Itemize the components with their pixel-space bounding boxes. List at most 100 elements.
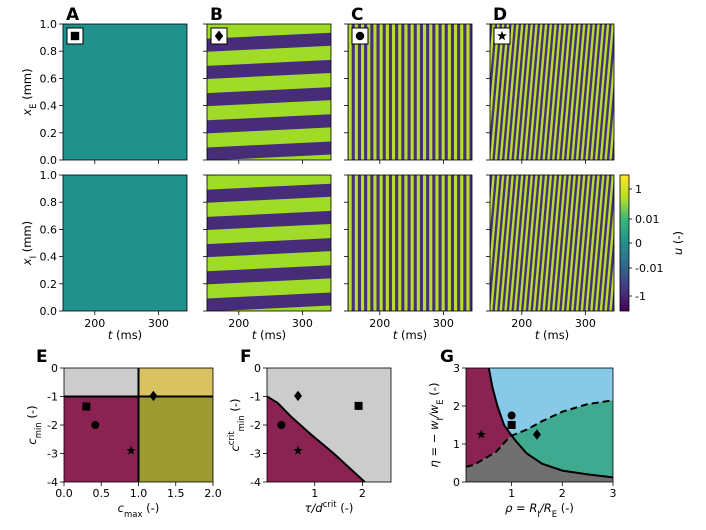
colorbar-label: u (-) [671, 231, 685, 255]
heatmap-stripe [348, 175, 352, 311]
heatmap-D-inhibitory: 200 300 [486, 174, 615, 330]
y-axis-label: cmin (-) [25, 405, 44, 444]
panel-letter-E: E [36, 347, 48, 367]
x-tick-label: 2.0 [204, 487, 222, 500]
y-tick-label: 2 [453, 400, 460, 413]
heatmap-band [207, 175, 331, 190]
panel-letter-G: G [440, 347, 454, 367]
x-tick-label: 300 [433, 317, 454, 330]
heatmap-stripe [490, 175, 491, 176]
y-tick-label: -4 [47, 476, 58, 489]
y-tick-label: 1 [453, 438, 460, 451]
heatmap-stripe [385, 24, 389, 160]
heatmap-frame [347, 174, 473, 312]
panel-letter-D: D [493, 5, 507, 25]
phase-regions [267, 368, 391, 482]
colorbar-tick-label: -0.01 [635, 262, 663, 275]
heatmap-stripe [447, 175, 451, 311]
heatmap-stripe [566, 24, 581, 160]
y-tick-label: -3 [47, 448, 58, 461]
heatmap-stripe [416, 24, 420, 160]
y-tick-label: 0.8 [40, 45, 58, 58]
heatmap-stripe [410, 175, 414, 311]
x-tick-label: 0.0 [55, 487, 73, 500]
heatmap-stripe [594, 24, 610, 160]
heatmap-stripe [609, 105, 614, 160]
heatmap-stripe [619, 24, 633, 160]
heatmap-stripe [523, 24, 538, 160]
heatmap-band [218, 154, 331, 160]
heatmap-stripe [466, 24, 470, 160]
heatmap-stripe [513, 175, 529, 311]
heatmap-stripe [361, 175, 365, 311]
heatmap-stripe [410, 24, 414, 160]
heatmap-stripe [590, 175, 605, 311]
heatmap-fill [490, 175, 614, 311]
region-teal [511, 400, 613, 478]
heatmap-content [348, 175, 472, 311]
x-tick-label: 200 [84, 317, 105, 330]
heatmap-content [63, 24, 187, 160]
diamond-marker [294, 390, 302, 402]
x-axis-label: t (ms) [108, 328, 142, 342]
boundary-line [267, 395, 366, 482]
y-tick-label: 1.0 [40, 18, 58, 31]
diamond-marker [214, 30, 224, 42]
heatmap-stripe [392, 24, 396, 160]
heatmap-band [207, 24, 331, 39]
heatmap-stripe [518, 24, 533, 160]
panel-letter-C: C [351, 5, 363, 25]
heatmap-frame [206, 174, 332, 312]
phase-regions [466, 368, 613, 482]
heatmap-stripe [599, 175, 614, 311]
x-axis-label: τ/dcrit (-) [305, 500, 354, 515]
heatmap-stripe [423, 24, 427, 160]
heatmap-stripe [379, 24, 383, 160]
heatmap-stripe [604, 51, 614, 160]
y-tick-label: 0.2 [40, 278, 58, 291]
heatmap-band [207, 251, 331, 272]
y-tick-label: 0.0 [40, 305, 58, 318]
x-tick-label: 300 [575, 317, 596, 330]
colorbar-tick-label: 0 [635, 237, 642, 250]
phase-panel-E: 0.0 0.5 1.0 1.5 2.0 -4 -3 -2 -1 0 cmax (-) cmin (-)… [25, 347, 222, 520]
heatmap-stripe [367, 24, 371, 160]
heatmap-stripe [580, 175, 595, 311]
y-tick-label: 0 [254, 362, 261, 375]
heatmap-stripe [499, 24, 514, 160]
heatmap-stripe [561, 175, 576, 311]
heatmap-stripe [367, 175, 371, 311]
heatmap-frame [489, 174, 615, 312]
y-tick-label: -1 [47, 391, 58, 404]
y-tick-label: 0.4 [40, 100, 58, 113]
colorbar [619, 174, 630, 312]
heatmap-A-inhibitory: 200 300 0.0 0.2 0.4 0.6 0.8 1.0 [40, 169, 188, 330]
boundary-dashed-line [466, 399, 613, 468]
heatmap-stripe [404, 24, 408, 160]
x-tick-label: 300 [148, 317, 169, 330]
phase-panel-F: 1 2 -4 -3 -2 -1 0 τ/dcrit (-) ccritmin (-) F [227, 347, 392, 515]
heatmap-stripe [490, 24, 495, 79]
circle-marker [507, 411, 516, 420]
y-tick-label: 0.2 [40, 127, 58, 140]
heatmap-stripe [490, 24, 505, 160]
heatmap-band [207, 72, 331, 94]
x-tick-label: 1.5 [167, 487, 185, 500]
region-blue [488, 368, 613, 436]
heatmap-band [207, 196, 331, 217]
heatmap-stripe [513, 24, 529, 160]
x-tick-label: 1 [311, 487, 318, 500]
heatmap-stripe [499, 175, 514, 311]
panel-letter-F: F [240, 347, 252, 367]
x-tick-label: 1.0 [130, 487, 148, 500]
heatmap-content [348, 24, 472, 160]
y-tick-label: 1.0 [40, 169, 58, 182]
x-axis-label: ρ = RI/RE (-) [505, 501, 574, 520]
heatmap-stripe [571, 175, 586, 311]
x-axis-label: t (ms) [535, 328, 569, 342]
heatmap-stripe [441, 24, 445, 160]
heatmap-stripe [542, 24, 557, 160]
heatmap-stripe [556, 24, 572, 160]
heatmap-stripe [429, 24, 433, 160]
heatmap-stripe [490, 175, 505, 311]
